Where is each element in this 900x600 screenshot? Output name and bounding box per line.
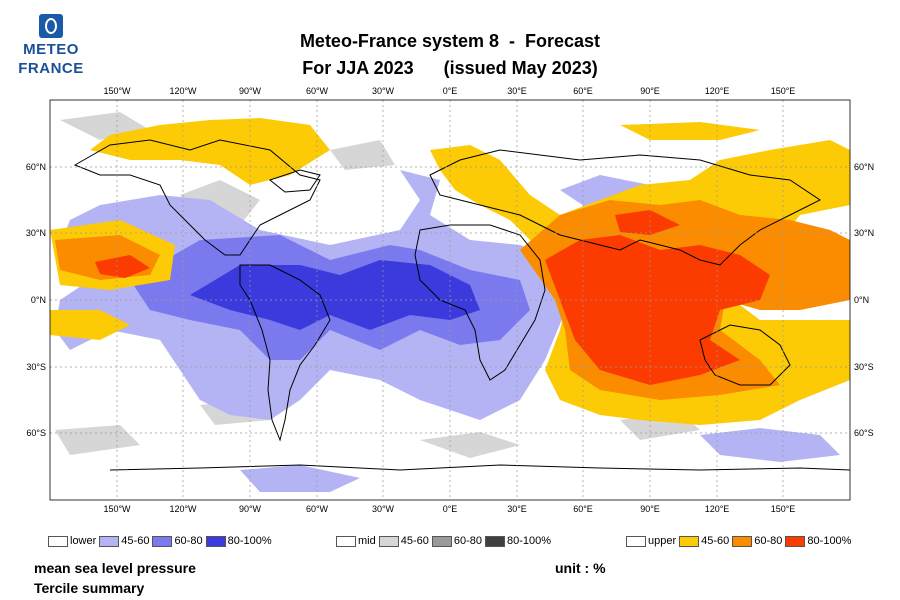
legend-swatch [99,535,120,547]
legend-label: 60-80 [754,535,783,547]
lon-label: 120°E [705,504,730,514]
lon-label: 60°E [573,86,593,96]
lon-label: 30°E [507,86,527,96]
coastlines [73,139,850,471]
legend-label: 80-100% [507,535,552,547]
legend-label: 45-60 [701,535,730,547]
legend-swatch [732,535,753,547]
forecast-title: Meteo-France system 8 - Forecast [299,31,601,51]
lon-label: 90°E [640,504,660,514]
legend-swatch [485,535,506,547]
lon-label: 150°E [771,504,796,514]
legend-upper: upper 45-60 60-80 80-100% [626,534,854,548]
lon-label: 30°E [507,504,527,514]
logo-line-1: METEO [23,41,79,58]
legend-label: 60-80 [174,535,203,547]
legend-label: 80-100% [227,535,272,547]
legend-label: upper [648,535,677,547]
lat-label: 60°N [26,162,46,172]
lon-label: 0°E [443,504,458,514]
lat-label: 60°S [26,428,46,438]
lat-label: 60°S [854,428,874,438]
lat-label: 30°S [854,362,874,372]
legend-swatch-mid [336,535,356,547]
legend-mid: mid 45-60 60-80 80-100% [336,534,554,548]
legend-swatch-upper [626,535,646,547]
legend-label: 80-100% [807,535,852,547]
legend-swatch [785,535,806,547]
legend-swatch-lower [48,535,68,547]
lon-label: 150°W [103,86,131,96]
lat-label: 30°N [854,228,874,238]
lat-label: 0°N [31,295,46,305]
lon-labels-top: 150°W 120°W 90°W 60°W 30°W 0°E 30°E 60°E… [103,86,795,96]
lat-label: 60°N [854,162,874,172]
lon-label: 120°W [169,504,197,514]
lon-label: 120°E [705,86,730,96]
forecast-period: For JJA 2023 (issued May 2023) [302,58,598,78]
lon-label: 60°W [306,86,329,96]
lat-labels-left: 60°N 30°N 0°N 30°S 60°S [26,162,46,438]
lon-label: 60°W [306,504,329,514]
map-frame [49,99,851,501]
lon-label: 120°W [169,86,197,96]
lon-label: 30°W [372,504,395,514]
legend-label: 45-60 [121,535,150,547]
lon-label: 60°E [573,504,593,514]
legend-swatch [431,535,452,547]
lat-label: 0°N [854,295,869,305]
logo-line-2: FRANCE [18,60,84,77]
legend-swatch [205,535,226,547]
meteo-france-logo: METEO FRANCE [18,14,84,84]
lon-label: 90°E [640,86,660,96]
variable-name: mean sea level pressure [34,560,196,576]
lon-label: 30°W [372,86,395,96]
lon-label: 0°E [443,86,458,96]
legend-lower: lower 45-60 60-80 80-100% [48,534,275,548]
legend-swatch [152,535,173,547]
graticule [50,100,850,500]
meteo-france-logo-icon [39,14,63,38]
legend-label: 45-60 [400,535,429,547]
lon-labels-bottom: 150°W 120°W 90°W 60°W 30°W 0°E 30°E 60°E… [103,504,795,514]
lon-label: 150°E [771,86,796,96]
unit-label: unit : % [555,560,606,576]
lon-label: 90°W [239,504,262,514]
legend-label: mid [358,535,376,547]
lat-label: 30°N [26,228,46,238]
legend-label: 60-80 [453,535,483,547]
lat-label: 30°S [26,362,46,372]
lon-label: 90°W [239,86,262,96]
legend-swatch [679,535,700,547]
lat-labels-right: 60°N 30°N 0°N 30°S 60°S [854,162,874,438]
summary-label: Tercile summary [34,580,145,596]
legend-label: lower [70,535,97,547]
legend-swatch [378,535,399,547]
lon-label: 150°W [103,504,131,514]
